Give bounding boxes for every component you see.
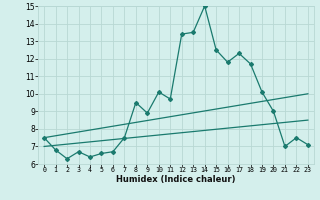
X-axis label: Humidex (Indice chaleur): Humidex (Indice chaleur) — [116, 175, 236, 184]
